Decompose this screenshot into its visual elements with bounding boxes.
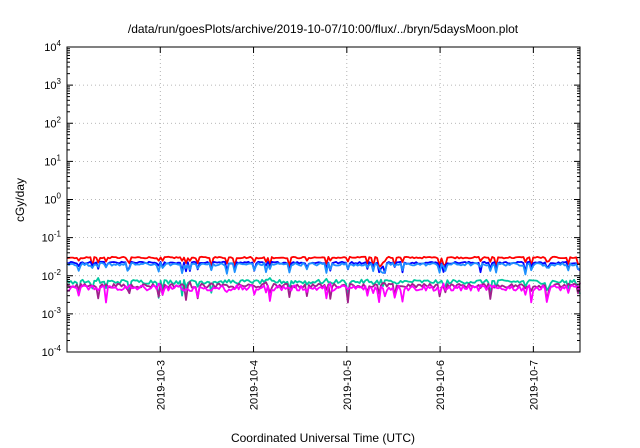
y-tick-label: 100	[44, 192, 61, 207]
series-line-4	[66, 277, 581, 299]
x-tick-label: 2019-10-7	[528, 360, 540, 410]
y-tick-label-base: 10	[44, 42, 56, 54]
y-tick-label-base: 10	[44, 195, 56, 207]
x-tick-label: 2019-10-5	[342, 360, 354, 410]
y-tick-label: 10-3	[42, 306, 62, 321]
y-tick-label: 10-4	[42, 344, 62, 359]
y-tick-label-exponent: -3	[54, 306, 62, 315]
y-tick-label: 101	[44, 153, 61, 168]
y-tick-label-exponent: -1	[54, 230, 62, 239]
x-axis-title: Coordinated Universal Time (UTC)	[231, 431, 415, 445]
x-tick-label: 2019-10-4	[249, 360, 261, 410]
y-tick-label-base: 10	[42, 347, 54, 359]
chart-title: /data/run/goesPlots/archive/2019-10-07/1…	[128, 22, 519, 36]
x-axis: 2019-10-3 2019-10-4 2019-10-5 2019-10-6 2019…	[155, 47, 540, 410]
series-line-3	[66, 261, 581, 276]
y-tick-label: 102	[44, 115, 61, 130]
grid	[67, 47, 580, 352]
series-line-6	[66, 282, 581, 304]
y-tick-label-exponent: -2	[54, 268, 62, 277]
y-tick-label: 104	[44, 39, 61, 54]
y-tick-label-exponent: 2	[57, 115, 62, 124]
series-line-1	[66, 255, 581, 268]
y-tick-label-exponent: 4	[57, 39, 62, 48]
y-tick-label: 10-1	[42, 230, 62, 245]
y-axis-title: cGy/day	[13, 178, 27, 222]
y-tick-label-exponent: 1	[57, 153, 62, 162]
y-tick-label-base: 10	[42, 233, 54, 245]
y-tick-label-base: 10	[42, 271, 54, 283]
y-tick-label: 103	[44, 77, 61, 92]
y-tick-label-exponent: 0	[57, 192, 62, 201]
y-tick-label-base: 10	[44, 156, 56, 168]
x-tick-label: 2019-10-6	[435, 360, 447, 410]
y-tick-label-exponent: 3	[57, 77, 62, 86]
y-tick-label-base: 10	[44, 80, 56, 92]
x-tick-label: 2019-10-3	[155, 360, 167, 410]
y-tick-label-exponent: -4	[54, 344, 62, 353]
y-tick-label: 10-2	[42, 268, 62, 283]
y-tick-label-base: 10	[44, 118, 56, 130]
y-tick-label-base: 10	[42, 309, 54, 321]
plot-area	[66, 255, 581, 304]
